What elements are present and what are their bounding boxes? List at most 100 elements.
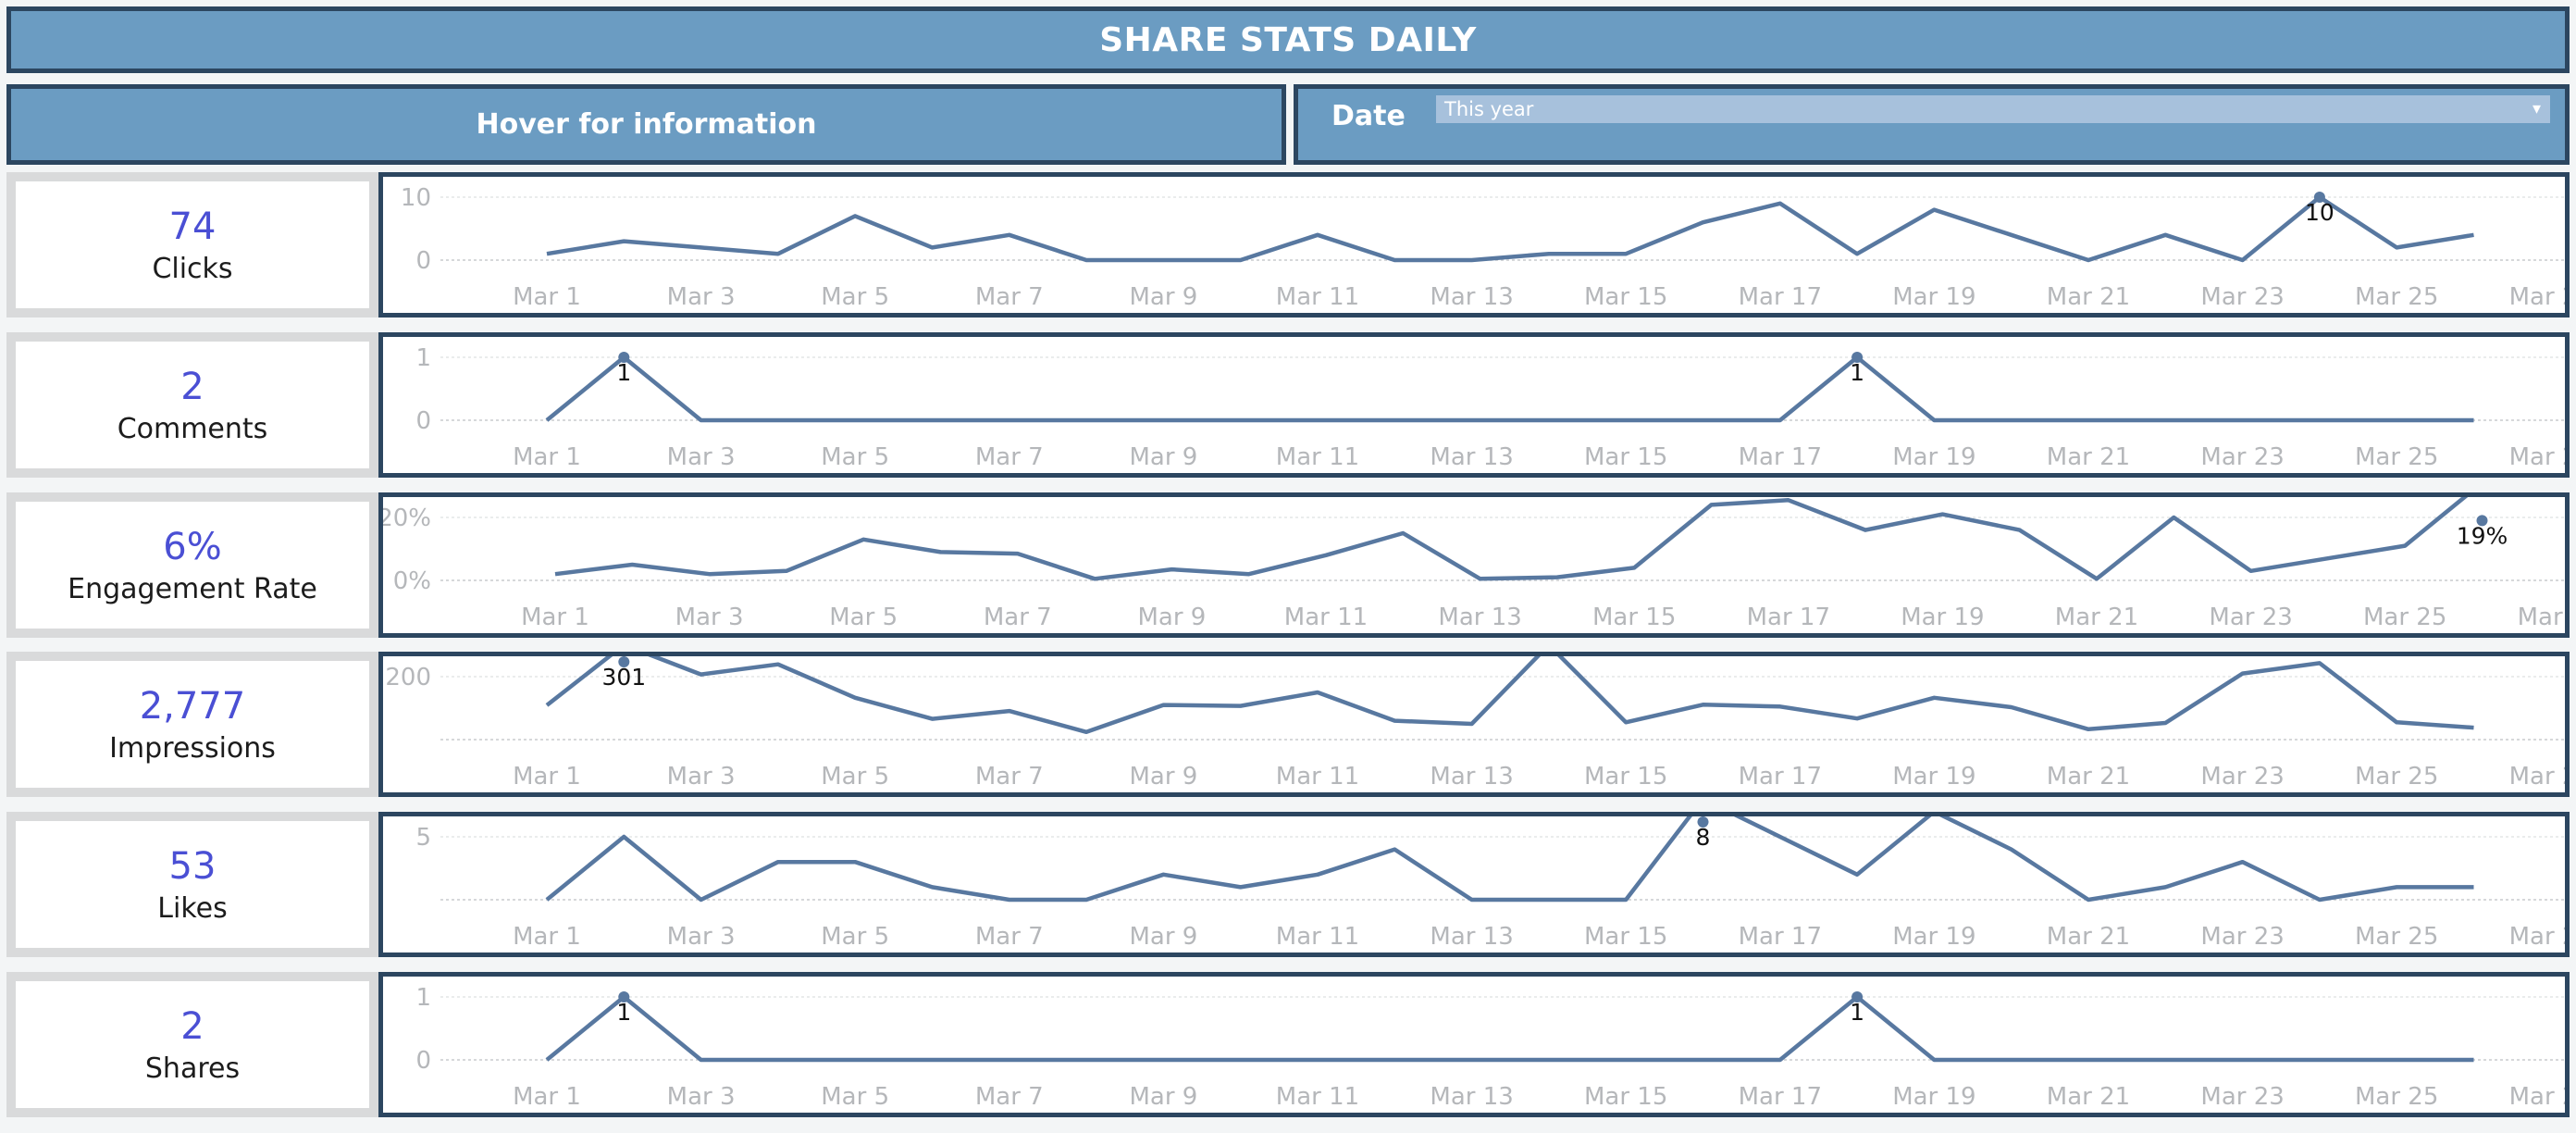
x-tick-label: Mar 17 (1747, 604, 1830, 631)
x-tick-label: Mar 27 (2509, 443, 2565, 471)
chart-svg-impressions: 200 Mar 1 Mar 3 Mar 5 Mar 7 Mar 9 Mar 11 Mar 13… (385, 656, 2565, 791)
y-tick-label: 0% (393, 567, 431, 595)
x-tick-label: Mar 9 (1137, 604, 1206, 631)
series-line-engagement-rate[interactable] (554, 497, 2483, 581)
data-point-marker[interactable] (618, 656, 630, 667)
x-tick-label: Mar 13 (1430, 283, 1513, 311)
date-filter: Date This year ▾ (1294, 84, 2570, 165)
x-tick-label: Mar 9 (1129, 283, 1197, 311)
x-tick-label: Mar 5 (821, 1083, 889, 1111)
x-tick-label: Mar 23 (2200, 923, 2284, 951)
x-tick-label: Mar 1 (513, 1083, 581, 1111)
x-tick-label: Mar 11 (1284, 604, 1368, 631)
y-tick-label: 20% (383, 504, 431, 532)
x-tick-label: Mar 11 (1276, 923, 1359, 951)
data-label: 8 (1696, 824, 1711, 851)
x-tick-label: Mar 7 (984, 604, 1052, 631)
line-chart-comments[interactable]: 0 1 Mar 1 Mar 3 Mar 5 Mar 7 Mar 9 Mar 11 Mar 13 M… (378, 332, 2570, 478)
line-chart-likes[interactable]: 5 Mar 1 Mar 3 Mar 5 Mar 7 Mar 9 Mar 11 Mar 13 Ma… (378, 812, 2570, 957)
y-tick-label: 0 (415, 247, 431, 275)
x-tick-label: Mar 13 (1430, 1083, 1513, 1111)
x-tick-label: Mar 17 (1739, 763, 1822, 791)
x-tick-label: Mar 15 (1584, 763, 1667, 791)
data-point-marker[interactable] (618, 352, 630, 363)
x-tick-label: Mar 5 (829, 604, 898, 631)
hover-info-banner[interactable]: Hover for information (6, 84, 1286, 165)
kpi-label-likes: Likes (157, 891, 228, 925)
y-tick-label: 1 (415, 344, 431, 372)
line-chart-impressions[interactable]: 200 Mar 1 Mar 3 Mar 5 Mar 7 Mar 9 Mar 11 Mar 13… (378, 652, 2570, 797)
x-tick-label: Mar 1 (521, 604, 589, 631)
x-tick-label: Mar 5 (821, 763, 889, 791)
x-tick-label: Mar 15 (1584, 1083, 1667, 1111)
date-filter-value: This year (1444, 98, 1534, 120)
x-tick-label: Mar 9 (1129, 1083, 1197, 1111)
data-point-marker[interactable] (1852, 991, 1864, 1002)
x-tick-label: Mar 27 (2509, 283, 2565, 311)
kpi-value-shares: 2 (180, 1004, 204, 1048)
kpi-card-body: 2,777 Impressions (16, 661, 369, 788)
x-tick-label: Mar 7 (975, 763, 1044, 791)
data-point-marker[interactable] (2476, 515, 2488, 527)
chart-svg-engagement-rate: 0% 20% Mar 1 Mar 3 Mar 5 Mar 7 Mar 9 Mar 11 Mar … (383, 497, 2565, 631)
data-point-marker[interactable] (618, 991, 630, 1002)
kpi-card-body: 53 Likes (16, 821, 369, 948)
series-line-impressions[interactable] (545, 656, 2474, 735)
x-tick-label: Mar 3 (667, 923, 736, 951)
kpi-label-impressions: Impressions (109, 731, 276, 765)
x-tick-label: Mar 15 (1584, 283, 1667, 311)
y-tick-label: 0 (415, 1047, 431, 1075)
x-tick-label: Mar 9 (1129, 443, 1197, 471)
kpi-value-clicks: 74 (168, 205, 217, 248)
x-tick-label: Mar 23 (2200, 763, 2284, 791)
x-tick-label: Mar 19 (1892, 283, 1975, 311)
x-tick-label: Mar 11 (1276, 443, 1359, 471)
data-point-marker[interactable] (1697, 816, 1709, 828)
x-tick-label: Mar 11 (1276, 763, 1359, 791)
x-tick-label: Mar 3 (667, 283, 736, 311)
y-tick-label: 10 (401, 184, 431, 212)
x-tick-label: Mar 25 (2355, 283, 2438, 311)
line-chart-shares[interactable]: 0 1 Mar 1 Mar 3 Mar 5 Mar 7 Mar 9 Mar 11 Mar 13 M… (378, 972, 2570, 1117)
x-tick-label: Mar 13 (1430, 763, 1513, 791)
x-tick-label: Mar 27 (2518, 604, 2565, 631)
series-line-comments[interactable] (545, 355, 2474, 423)
kpi-label-comments: Comments (117, 412, 268, 445)
x-tick-label: Mar 11 (1276, 283, 1359, 311)
y-tick-label: 1 (415, 984, 431, 1012)
x-tick-label: Mar 1 (513, 923, 581, 951)
data-point-marker[interactable] (2313, 192, 2325, 203)
data-point-marker[interactable] (1852, 352, 1864, 363)
x-tick-label: Mar 3 (667, 1083, 736, 1111)
x-tick-label: Mar 19 (1892, 1083, 1975, 1111)
x-tick-label: Mar 21 (2055, 604, 2138, 631)
y-tick-label: 0 (415, 407, 431, 435)
line-chart-clicks[interactable]: 0 10 Mar 1 Mar 3 Mar 5 Mar 7 Mar 9 Mar 11 Mar 13… (378, 172, 2570, 317)
data-label: 1 (1850, 359, 1864, 386)
x-tick-label: Mar 25 (2355, 443, 2438, 471)
x-tick-label: Mar 21 (2047, 763, 2130, 791)
x-tick-label: Mar 23 (2209, 604, 2292, 631)
x-tick-label: Mar 13 (1430, 923, 1513, 951)
data-label: 1 (616, 999, 631, 1026)
series-line-likes[interactable] (545, 816, 2474, 903)
x-tick-label: Mar 23 (2200, 1083, 2284, 1111)
x-tick-label: Mar 23 (2200, 283, 2284, 311)
series-line-clicks[interactable] (546, 194, 2474, 263)
x-tick-label: Mar 17 (1739, 1083, 1822, 1111)
x-tick-label: Mar 21 (2047, 443, 2130, 471)
series-line-shares[interactable] (545, 994, 2474, 1063)
x-tick-label: Mar 19 (1892, 763, 1975, 791)
line-chart-engagement-rate[interactable]: 0% 20% Mar 1 Mar 3 Mar 5 Mar 7 Mar 9 Mar 11 Mar … (378, 492, 2570, 638)
kpi-label-engagement-rate: Engagement Rate (68, 572, 317, 605)
date-filter-dropdown[interactable]: This year ▾ (1436, 95, 2550, 123)
data-label: 19% (2457, 522, 2508, 549)
x-tick-label: Mar 5 (821, 283, 889, 311)
data-label: 301 (601, 664, 646, 691)
chevron-down-icon[interactable]: ▾ (2532, 99, 2541, 118)
x-tick-label: Mar 7 (975, 923, 1044, 951)
x-tick-label: Mar 5 (821, 923, 889, 951)
x-tick-label: Mar 1 (513, 283, 581, 311)
x-tick-label: Mar 25 (2355, 1083, 2438, 1111)
x-tick-label: Mar 25 (2355, 923, 2438, 951)
